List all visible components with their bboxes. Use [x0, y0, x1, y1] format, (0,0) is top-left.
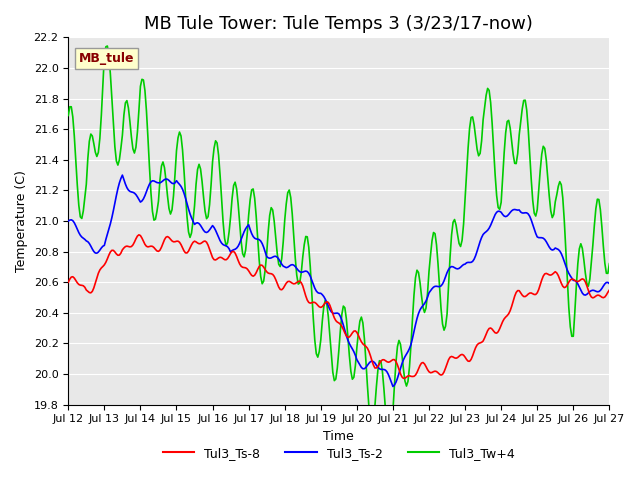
Legend: Tul3_Ts-8, Tul3_Ts-2, Tul3_Tw+4: Tul3_Ts-8, Tul3_Ts-2, Tul3_Tw+4	[158, 442, 520, 465]
Title: MB Tule Tower: Tule Temps 3 (3/23/17-now): MB Tule Tower: Tule Temps 3 (3/23/17-now…	[145, 15, 533, 33]
Text: MB_tule: MB_tule	[79, 52, 134, 65]
Y-axis label: Temperature (C): Temperature (C)	[15, 170, 28, 272]
X-axis label: Time: Time	[323, 430, 354, 443]
